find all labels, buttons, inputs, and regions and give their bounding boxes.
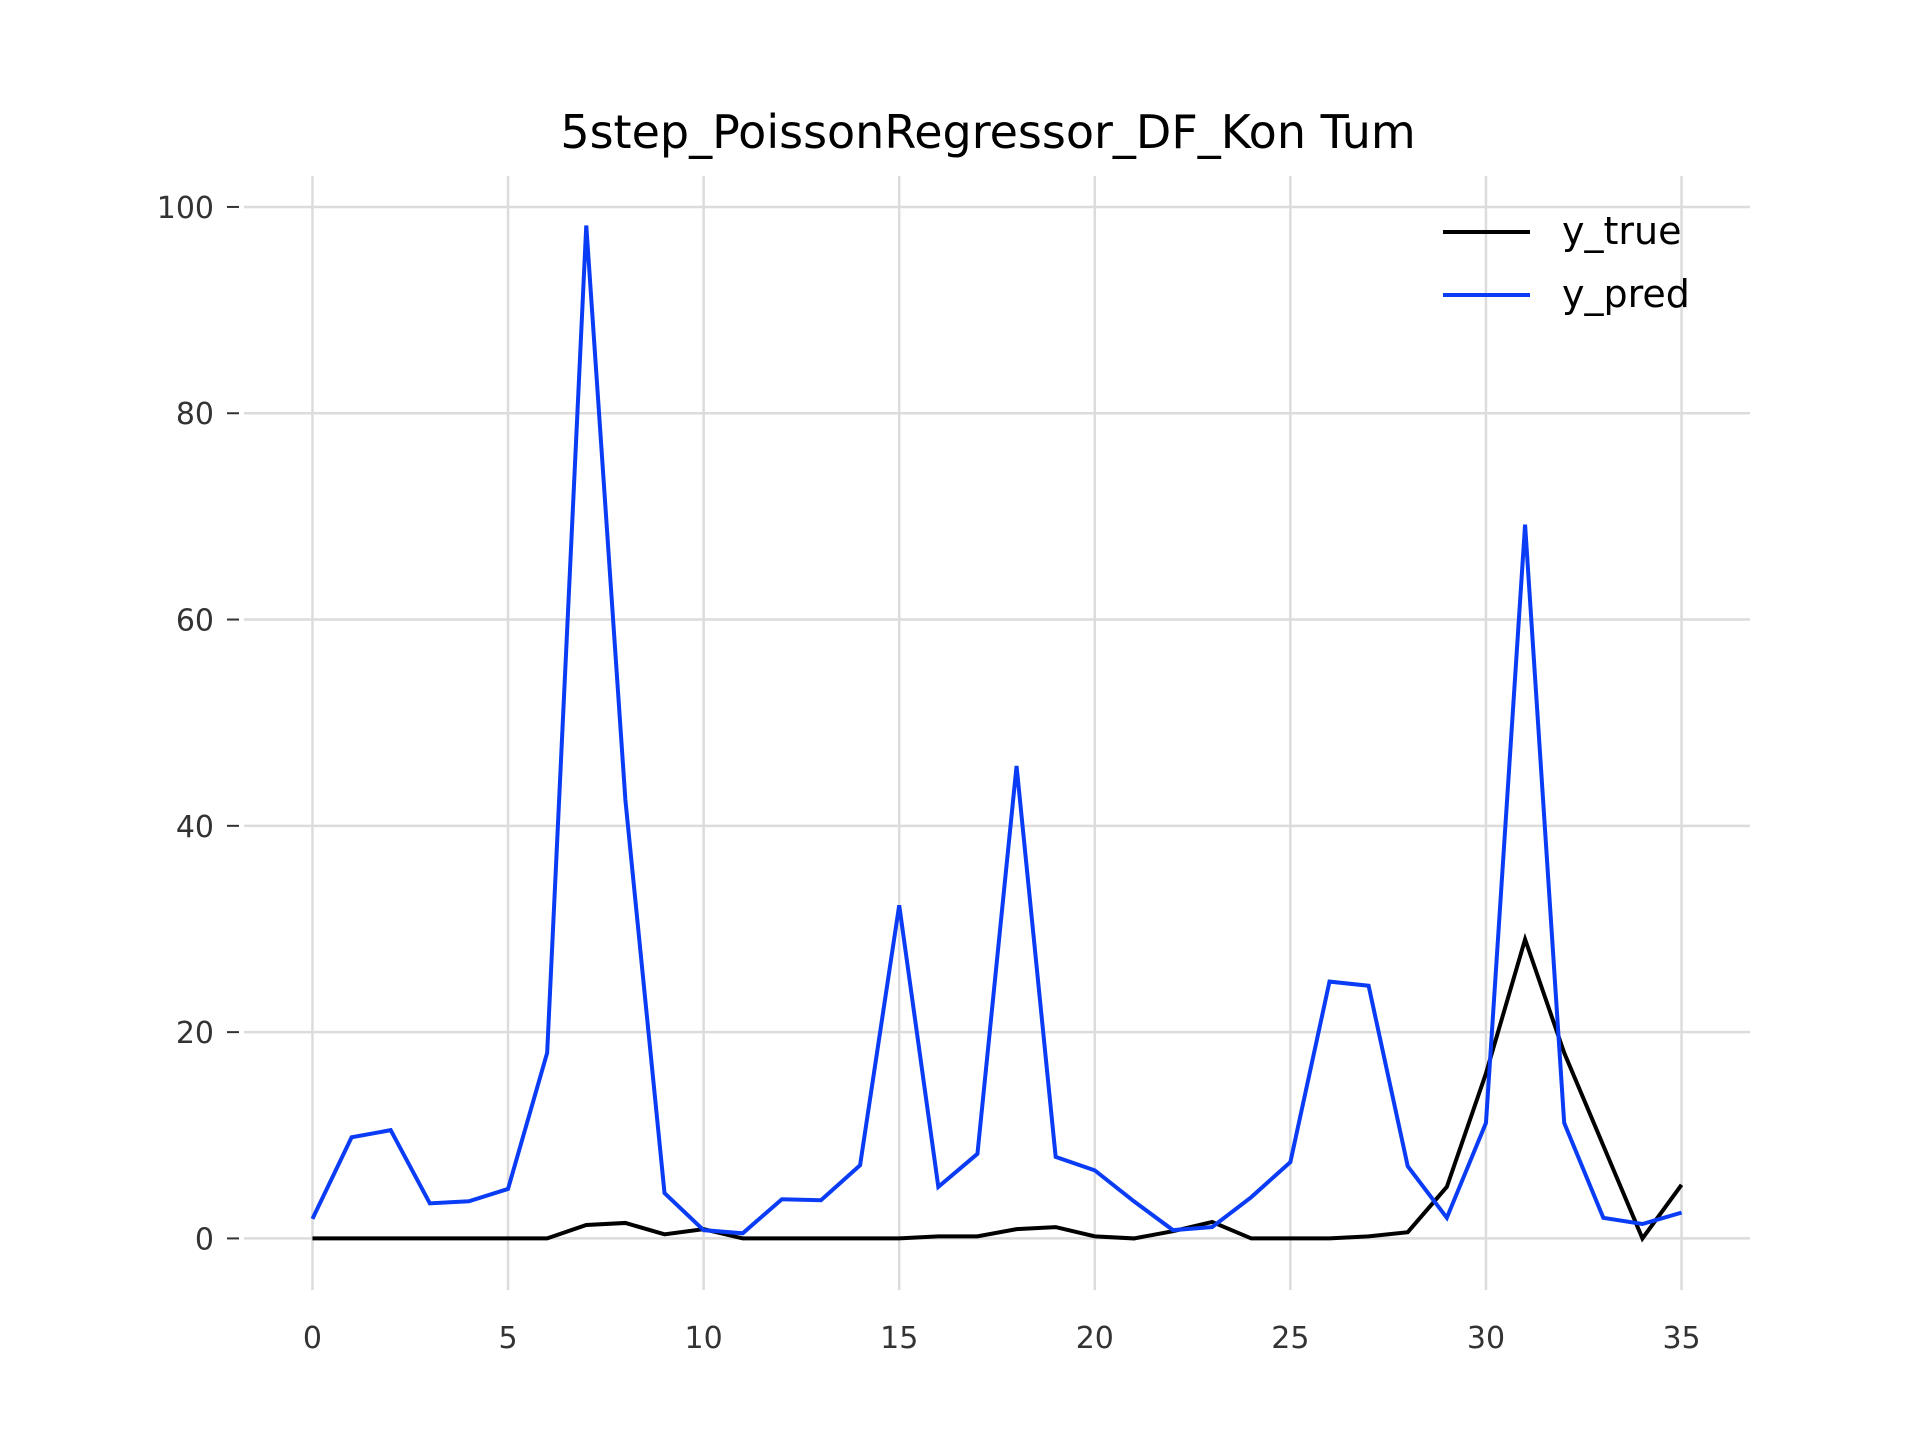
y-tick-label: 100 [157, 191, 214, 226]
y-tick-label: 0 [195, 1222, 214, 1257]
x-tick-label: 30 [1467, 1321, 1505, 1356]
y-axis: 0 20 40 60 80 100 [157, 191, 239, 1257]
series-line-y-true [312, 932, 1684, 1243]
grid [244, 176, 1750, 1290]
x-tick-label: 0 [303, 1321, 322, 1356]
chart-title: 5step_PoissonRegressor_DF_Kon Tum [560, 105, 1415, 159]
legend-label-y-true: y_true [1562, 209, 1681, 253]
x-tick-label: 5 [498, 1321, 517, 1356]
x-tick-label: 25 [1271, 1321, 1309, 1356]
y-tick-label: 20 [176, 1016, 214, 1051]
series-group [310, 225, 1684, 1243]
y-tick-label: 80 [176, 397, 214, 432]
y-tick-label: 40 [176, 810, 214, 845]
series-line-y-pred [310, 225, 1683, 1236]
y-tick-label: 60 [176, 604, 214, 639]
legend: y_true y_pred [1443, 209, 1690, 316]
x-axis: 0 5 10 15 20 25 30 35 [303, 1321, 1701, 1356]
x-tick-label: 15 [880, 1321, 918, 1356]
x-tick-label: 35 [1662, 1321, 1700, 1356]
x-tick-label: 10 [685, 1321, 723, 1356]
x-tick-label: 20 [1076, 1321, 1114, 1356]
legend-label-y-pred: y_pred [1562, 272, 1690, 316]
